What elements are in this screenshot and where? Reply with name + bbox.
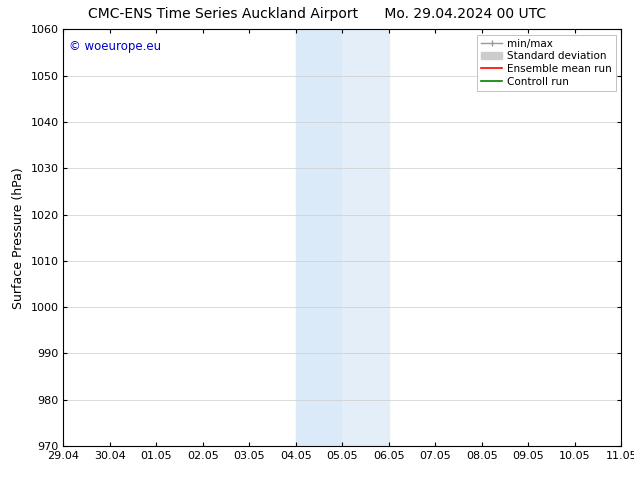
Text: © woeurope.eu: © woeurope.eu — [69, 40, 161, 53]
Bar — [296, 29, 342, 446]
Legend: min/max, Standard deviation, Ensemble mean run, Controll run: min/max, Standard deviation, Ensemble me… — [477, 35, 616, 91]
Y-axis label: Surface Pressure (hPa): Surface Pressure (hPa) — [12, 167, 25, 309]
Bar — [342, 29, 389, 446]
Text: CMC-ENS Time Series Auckland Airport      Mo. 29.04.2024 00 UTC: CMC-ENS Time Series Auckland Airport Mo.… — [88, 7, 546, 22]
